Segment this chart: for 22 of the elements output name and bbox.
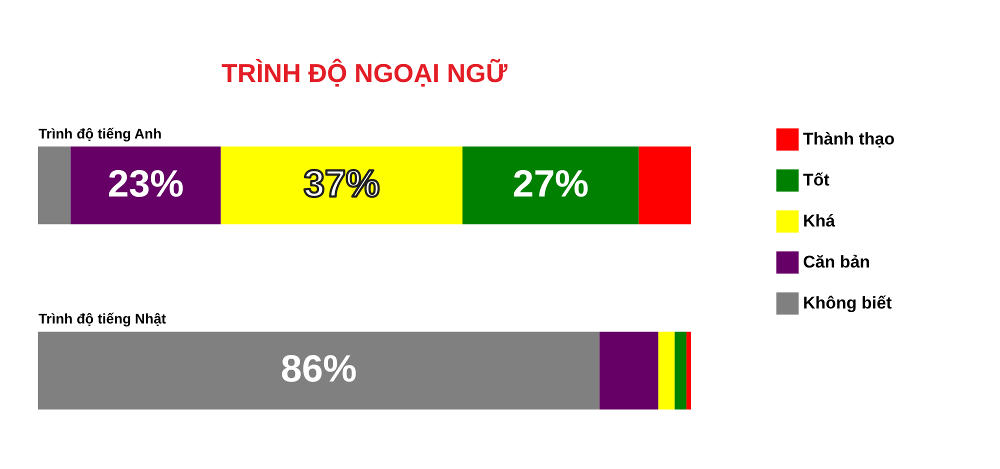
bar	[38, 332, 600, 410]
text: TRÌNH ĐỘ NGOẠI NGỮ	[222, 58, 508, 88]
bar	[70, 146, 221, 224]
bar	[686, 332, 691, 410]
bar	[220, 146, 462, 224]
data-label: 37%	[304, 163, 380, 206]
bar	[658, 332, 675, 410]
bar	[600, 332, 658, 410]
data-label: 86%	[280, 348, 357, 391]
legend-label: Thành thạo	[803, 130, 895, 148]
bar	[674, 332, 686, 410]
legend-label: Không biết	[803, 294, 892, 312]
y-tick-label: Trình độ tiếng Nhật	[38, 310, 166, 327]
legend-label: Tốt	[803, 170, 830, 190]
bar	[462, 146, 639, 224]
data-label: 23%	[108, 163, 184, 206]
legend-label: Khá	[803, 212, 836, 230]
bar	[638, 146, 691, 224]
data-label: 27%	[512, 163, 589, 206]
legend-label: Căn bản	[803, 252, 870, 272]
bar	[38, 146, 71, 224]
y-tick-label: Trình độ tiếng Anh	[38, 125, 162, 142]
